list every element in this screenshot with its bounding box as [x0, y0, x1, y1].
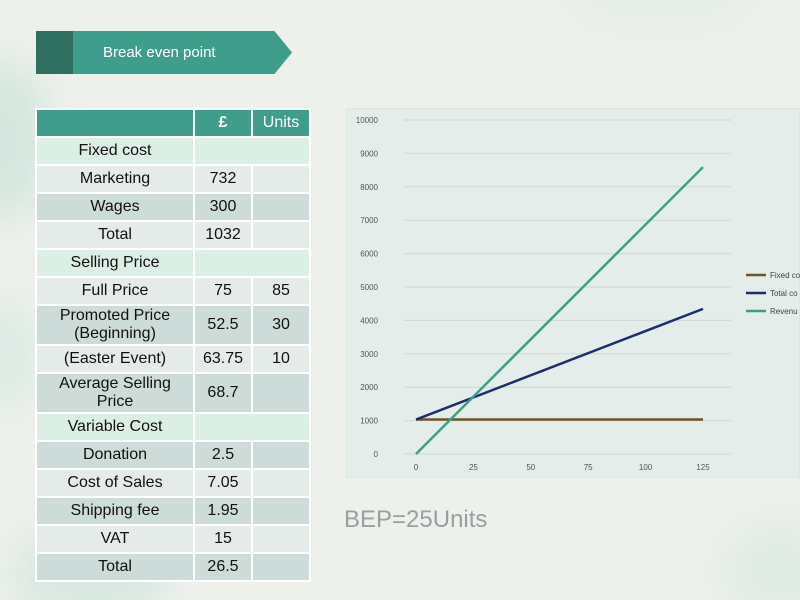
- decor-blob: [720, 520, 800, 600]
- table-row: Average Selling Price 68.7: [35, 372, 311, 414]
- table-cell: [251, 220, 311, 250]
- table-cell: Promoted Price (Beginning): [35, 304, 195, 346]
- y-tick-label: 3000: [360, 350, 378, 359]
- table-row: Selling Price: [35, 248, 311, 278]
- y-tick-label: 4000: [360, 316, 378, 325]
- legend-label: Fixed co: [770, 271, 800, 280]
- series-line-2: [415, 166, 704, 455]
- table-cell: [251, 552, 311, 582]
- table-row: Cost of Sales 7.05: [35, 468, 311, 498]
- table-cell: [193, 136, 311, 166]
- table-cell: Shipping fee: [35, 496, 195, 526]
- table-cell: Wages: [35, 192, 195, 222]
- table-cell: [251, 524, 311, 554]
- table-row: Total 26.5: [35, 552, 311, 582]
- chart-background: [346, 108, 800, 478]
- table-cell: 1032: [193, 220, 253, 250]
- table-cell: [251, 164, 311, 194]
- table-cell: Donation: [35, 440, 195, 470]
- y-tick-label: 6000: [360, 250, 378, 259]
- table-cell: 732: [193, 164, 253, 194]
- table-row: Fixed cost: [35, 136, 311, 166]
- y-tick-label: 7000: [360, 216, 378, 225]
- x-tick-label: 25: [469, 463, 478, 472]
- table-cell: 75: [193, 276, 253, 306]
- table-cell: [251, 468, 311, 498]
- table-cell: [251, 496, 311, 526]
- table-cell: Cost of Sales: [35, 468, 195, 498]
- table-cell: [193, 248, 311, 278]
- legend-label: Revenu: [770, 307, 798, 316]
- table-cell: 68.7: [193, 372, 253, 414]
- table-cell: 63.75: [193, 344, 253, 374]
- series-line-1: [415, 307, 704, 421]
- table-cell: [251, 192, 311, 222]
- table-header-cell: Units: [251, 108, 311, 138]
- page-title: Break even point: [103, 44, 216, 61]
- decor-blob: [560, 0, 760, 30]
- table-row: Total 1032: [35, 220, 311, 250]
- table-cell: 26.5: [193, 552, 253, 582]
- table-row: VAT 15: [35, 524, 311, 554]
- banner-arrow: [73, 31, 292, 74]
- table-row: Marketing 732: [35, 164, 311, 194]
- table-cell: Total: [35, 220, 195, 250]
- table-cell: Selling Price: [35, 248, 195, 278]
- table-cell: 85: [251, 276, 311, 306]
- table-cell: Average Selling Price: [35, 372, 195, 414]
- table-cell: 2.5: [193, 440, 253, 470]
- title-banner: Break even point: [36, 31, 292, 74]
- y-tick-label: 5000: [360, 283, 378, 292]
- table-row: Wages 300: [35, 192, 311, 222]
- table-cell: Variable Cost: [35, 412, 195, 442]
- y-tick-label: 1000: [360, 417, 378, 426]
- table-cell: Marketing: [35, 164, 195, 194]
- y-tick-label: 8000: [360, 183, 378, 192]
- decor-blob: [0, 300, 40, 410]
- table-cell: Fixed cost: [35, 136, 195, 166]
- table-cell: (Easter Event): [35, 344, 195, 374]
- table-cell: 7.05: [193, 468, 253, 498]
- table-row: Full Price 75 85: [35, 276, 311, 306]
- table-header-row: £ Units: [35, 108, 311, 138]
- table-row: Variable Cost: [35, 412, 311, 442]
- break-even-chart: 0 1000 2000 3000 4000 5000 6000 7000 8000 9000 100…: [346, 108, 800, 478]
- table-cell: 52.5: [193, 304, 253, 346]
- table-cell: 1.95: [193, 496, 253, 526]
- table-header-cell: £: [193, 108, 253, 138]
- table-row: Shipping fee 1.95: [35, 496, 311, 526]
- y-tick-label: 10000: [356, 116, 379, 125]
- y-tick-label: 9000: [360, 149, 378, 158]
- x-tick-label: 0: [414, 463, 419, 472]
- x-tick-label: 100: [639, 463, 653, 472]
- y-tick-label: 2000: [360, 383, 378, 392]
- table-row: (Easter Event) 63.75 10: [35, 344, 311, 374]
- cost-table: £ Units Fixed cost Marketing 732 Wages 300 To…: [35, 108, 311, 582]
- table-cell: VAT: [35, 524, 195, 554]
- legend-label: Total co: [770, 289, 798, 298]
- x-tick-label: 50: [526, 463, 535, 472]
- bep-label: BEP=25Units: [344, 506, 488, 533]
- table-cell: [251, 440, 311, 470]
- table-header-cell: [35, 108, 195, 138]
- chart-svg: 0100020003000400050006000700080009000100…: [346, 108, 800, 478]
- y-tick-label: 0: [374, 450, 379, 459]
- table-cell: 30: [251, 304, 311, 346]
- table-cell: Full Price: [35, 276, 195, 306]
- table-cell: [251, 372, 311, 414]
- table-cell: 15: [193, 524, 253, 554]
- banner-accent: [36, 31, 73, 74]
- table-row: Donation 2.5: [35, 440, 311, 470]
- x-tick-label: 125: [696, 463, 710, 472]
- table-cell: [193, 412, 311, 442]
- table-cell: Total: [35, 552, 195, 582]
- x-tick-label: 75: [584, 463, 593, 472]
- table-cell: 300: [193, 192, 253, 222]
- table-row: Promoted Price (Beginning) 52.5 30: [35, 304, 311, 346]
- table-cell: 10: [251, 344, 311, 374]
